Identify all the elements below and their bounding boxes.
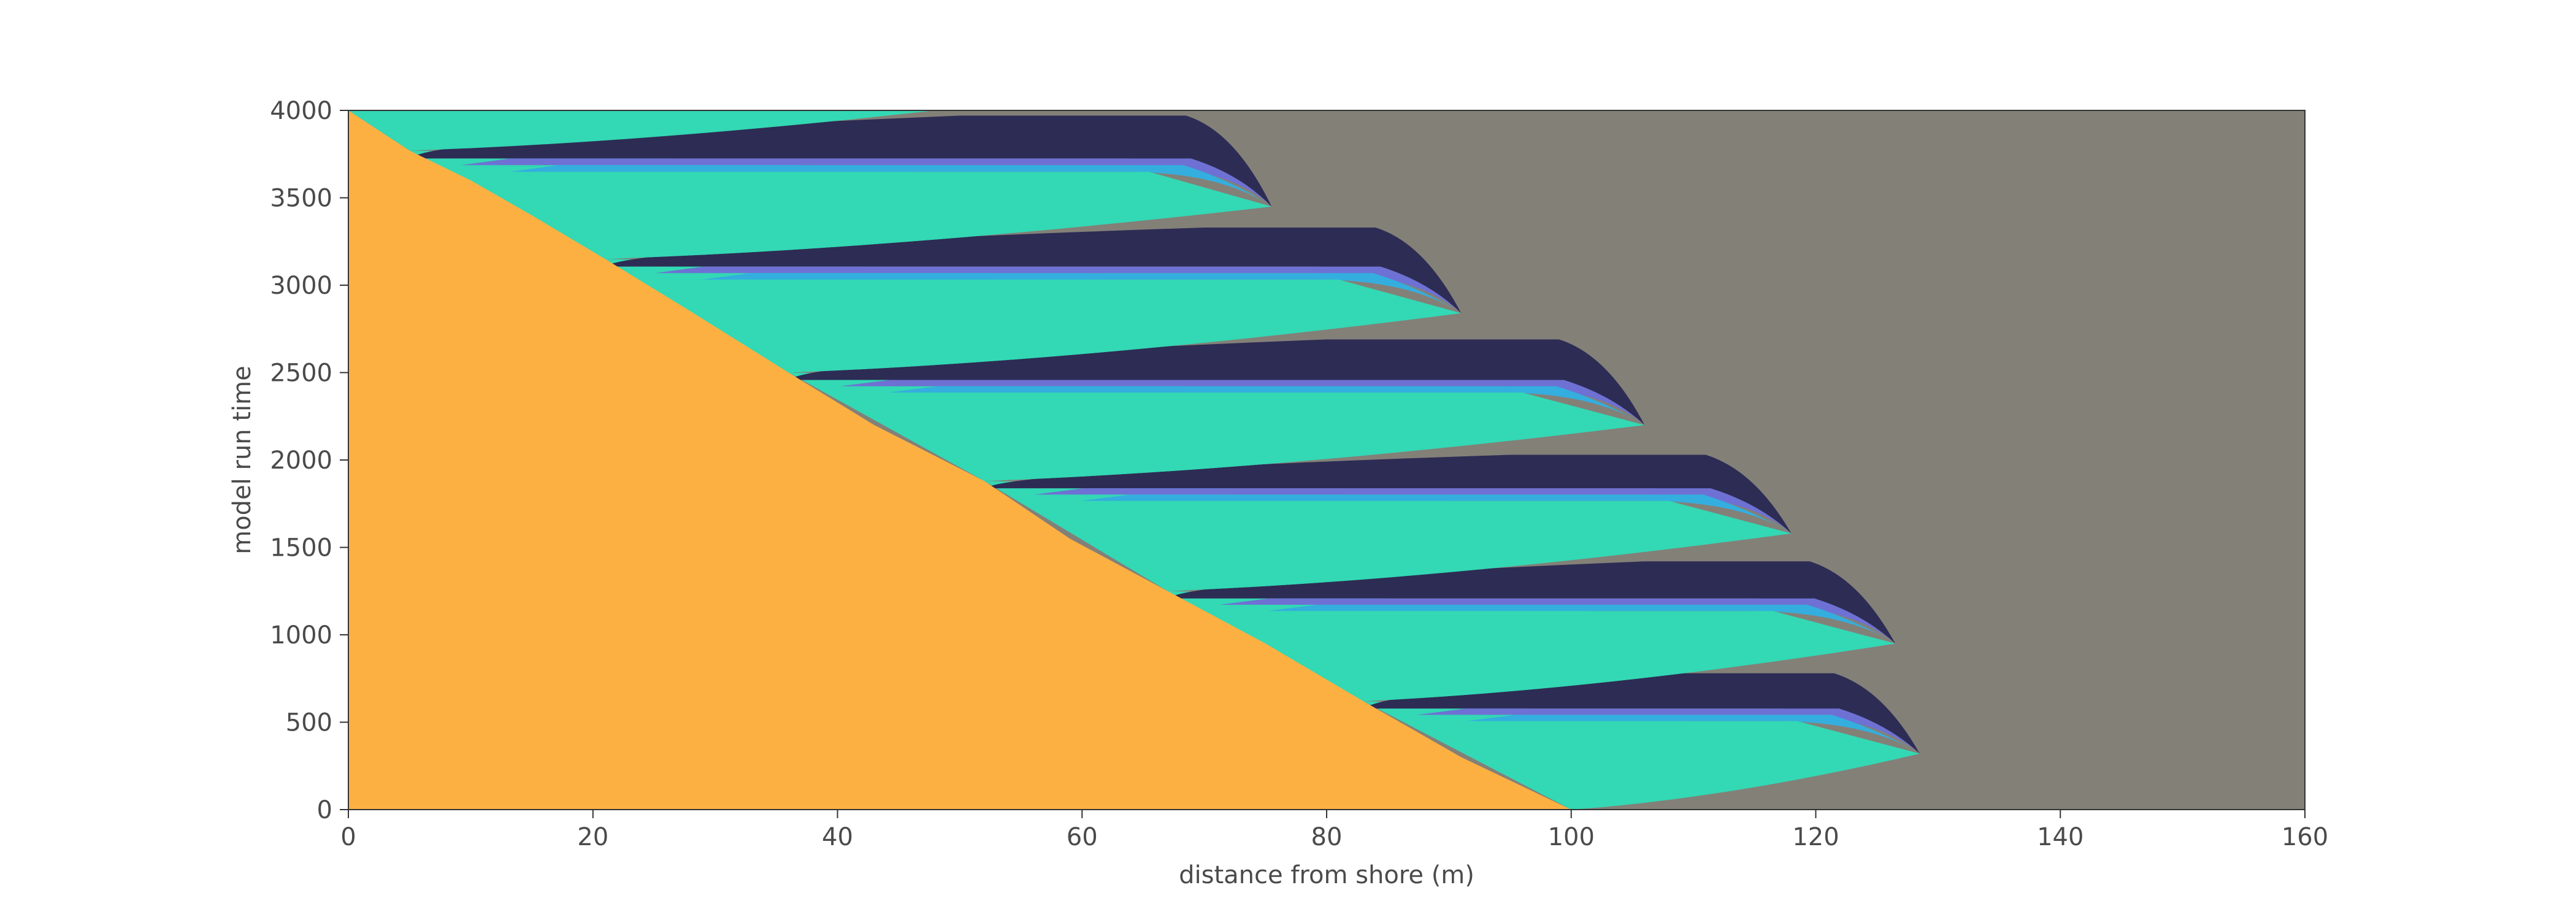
x-axis: 0 20 40 60 80 100 120 140 160 (340, 810, 2328, 851)
purple-layer (1417, 708, 1920, 754)
y-tick-label: 3000 (270, 272, 332, 300)
x-tick-label: 0 (340, 823, 356, 851)
deposit-3 (984, 454, 1792, 591)
x-tick-label: 160 (2282, 823, 2328, 851)
purple-layer (1034, 488, 1792, 534)
dark-layer (1167, 561, 1896, 644)
blue-layer (1081, 494, 1792, 534)
x-tick-label: 80 (1311, 823, 1343, 851)
y-axis-label: model run time (228, 366, 256, 554)
plot-area (348, 110, 2305, 810)
y-tick-label: 4000 (270, 97, 332, 125)
purple-layer (1219, 598, 1896, 644)
x-tick-label: 100 (1548, 823, 1595, 851)
blue-layer (509, 165, 1272, 207)
teal-layer (675, 279, 1462, 373)
teal-layer (483, 172, 1272, 259)
y-tick-label: 2000 (270, 447, 332, 475)
x-tick-label: 40 (822, 823, 853, 851)
blue-layer (702, 273, 1462, 313)
blue-layer (888, 386, 1645, 425)
y-tick-label: 1000 (270, 621, 332, 650)
deposit-2 (1167, 561, 1896, 702)
x-tick-label: 140 (2037, 823, 2083, 851)
y-tick-label: 2500 (270, 359, 332, 388)
x-axis-label: distance from shore (m) (1179, 861, 1474, 889)
y-tick-label: 500 (286, 709, 332, 737)
teal-layer (1054, 500, 1792, 591)
y-tick-label: 3500 (270, 185, 332, 213)
purple-layer (655, 266, 1462, 313)
x-tick-label: 120 (1792, 823, 1839, 851)
y-tick-label: 1500 (270, 534, 332, 562)
y-tick-label: 0 (317, 796, 332, 824)
purple-layer (840, 380, 1645, 425)
deposit-1 (1363, 673, 1920, 810)
deposit-7 (348, 110, 935, 151)
x-tick-label: 60 (1067, 823, 1098, 851)
dark-layer (1363, 673, 1920, 754)
teal-layer (862, 392, 1645, 481)
deposit-lens (348, 110, 935, 151)
dark-layer (788, 339, 1645, 425)
dark-layer (605, 227, 1462, 313)
shore-region (348, 110, 1571, 810)
teal-layer (1242, 611, 1896, 702)
x-tick-label: 20 (577, 823, 608, 851)
purple-layer (461, 158, 1272, 207)
blue-layer (1267, 604, 1896, 644)
deposit-4 (788, 339, 1645, 481)
teal-layer (1442, 721, 1920, 810)
blue-layer (1466, 715, 1920, 754)
y-axis: 0 500 1000 1500 2000 2500 3000 3500 4000 (270, 97, 348, 824)
dark-layer (984, 454, 1792, 534)
deposit-layers (348, 110, 1920, 810)
deposit-5 (605, 227, 1462, 373)
